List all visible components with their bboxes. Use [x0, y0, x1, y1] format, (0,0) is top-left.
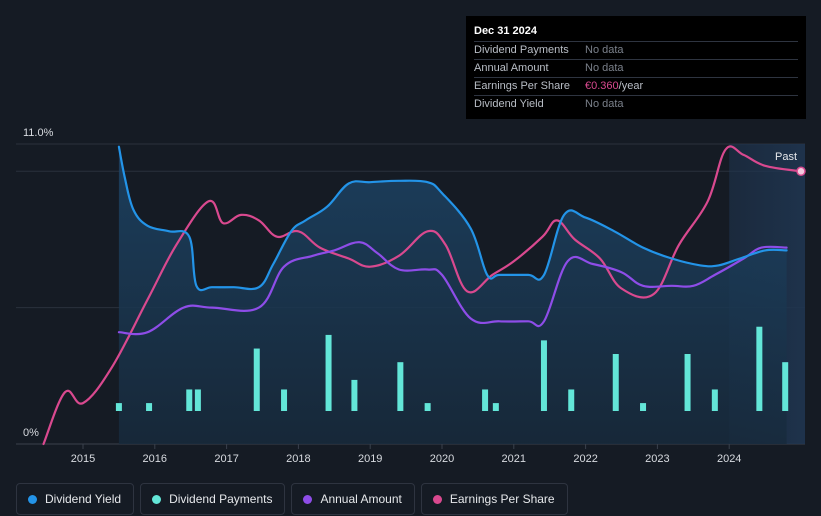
dividend-payment-bar — [540, 340, 547, 411]
dividend-payment-bar — [146, 403, 153, 411]
earnings-per-share-line — [42, 145, 803, 446]
x-tick-label: 2017 — [214, 453, 238, 465]
legend-item-earnings-per-share[interactable]: Earnings Per Share — [420, 483, 568, 515]
legend-label: Annual Amount — [320, 492, 402, 506]
legend-item-dividend-yield[interactable]: Dividend Yield — [16, 483, 135, 515]
dividend-payment-bar — [397, 362, 404, 411]
eps-highlight-point — [796, 166, 806, 177]
tooltip-row: Earnings Per Share €0.360/year — [474, 77, 798, 95]
dividend-payment-bar — [424, 403, 431, 411]
x-tick-label: 2018 — [286, 453, 310, 465]
dividend-payment-bar — [711, 389, 718, 411]
series-lines — [42, 145, 806, 446]
legend: Dividend Yield Dividend Payments Annual … — [16, 483, 568, 515]
dividend-payment-bar — [482, 389, 489, 411]
tooltip: Dec 31 2024 Dividend Payments No data An… — [466, 16, 806, 119]
legend-dot-icon — [303, 494, 313, 504]
annual-amount-line — [117, 241, 788, 336]
tooltip-row: Dividend Payments No data — [474, 41, 798, 59]
tooltip-value: No data — [585, 44, 624, 56]
legend-label: Dividend Yield — [45, 492, 122, 506]
y-axis-bottom-label: 0% — [23, 427, 39, 439]
dividend-payment-bar — [351, 379, 358, 411]
tooltip-value: €0.360 — [585, 80, 619, 92]
tooltip-value: No data — [585, 98, 624, 110]
legend-label: Earnings Per Share — [449, 492, 555, 506]
y-axis-top-label: 11.0% — [23, 127, 54, 139]
dividend-payment-bar — [756, 326, 763, 411]
tooltip-row: Dividend Yield No data — [474, 95, 798, 113]
dividend-payment-bar — [492, 403, 499, 411]
dividend-yield-area — [118, 146, 787, 444]
legend-dot-icon — [28, 494, 37, 504]
tooltip-date: Dec 31 2024 — [474, 25, 537, 37]
x-tick-label: 2022 — [573, 453, 597, 465]
dividend-payment-bar — [684, 354, 691, 411]
dividend-payment-bar — [186, 389, 193, 411]
dividend-payment-bar — [325, 334, 332, 411]
tooltip-value: No data — [585, 62, 624, 74]
tooltip-label: Earnings Per Share — [474, 80, 570, 92]
tooltip-row: Annual Amount No data — [474, 59, 798, 77]
dividend-payment-bar — [253, 348, 260, 411]
dividend-yield-line — [117, 145, 788, 292]
dividend-payment-bars — [115, 326, 789, 411]
dividend-payment-bar — [568, 389, 575, 411]
x-tick-label: 2016 — [143, 453, 167, 465]
x-tick-label: 2015 — [71, 453, 95, 465]
legend-dot-icon — [432, 494, 442, 504]
x-tick-label: 2020 — [430, 453, 454, 465]
x-tick-label: 2021 — [502, 453, 526, 465]
tooltip-label: Dividend Payments — [474, 44, 569, 56]
dividend-payment-bar — [782, 362, 789, 411]
dividend-payment-bar — [115, 403, 122, 411]
x-tick-label: 2023 — [645, 453, 669, 465]
x-tick-label: 2019 — [358, 453, 382, 465]
legend-dot-icon — [152, 494, 162, 504]
x-tick-label: 2024 — [717, 453, 741, 465]
tooltip-label: Annual Amount — [474, 62, 549, 74]
dividend-payment-bar — [194, 389, 201, 411]
dividend-yield-area-fill — [118, 146, 787, 444]
dividend-payment-bar — [612, 354, 619, 411]
past-label: Past — [775, 151, 797, 163]
tooltip-label: Dividend Yield — [474, 98, 544, 110]
x-axis-ticks: 2015 2016 2017 2018 2019 2020 2021 2022 2023 2024 — [71, 444, 741, 465]
legend-item-annual-amount[interactable]: Annual Amount — [291, 483, 415, 515]
tooltip-unit: /year — [618, 80, 644, 92]
legend-item-dividend-payments[interactable]: Dividend Payments — [140, 483, 286, 515]
dividend-payment-bar — [640, 403, 647, 411]
dividend-payment-bar — [281, 389, 288, 411]
legend-label: Dividend Payments — [169, 492, 273, 506]
